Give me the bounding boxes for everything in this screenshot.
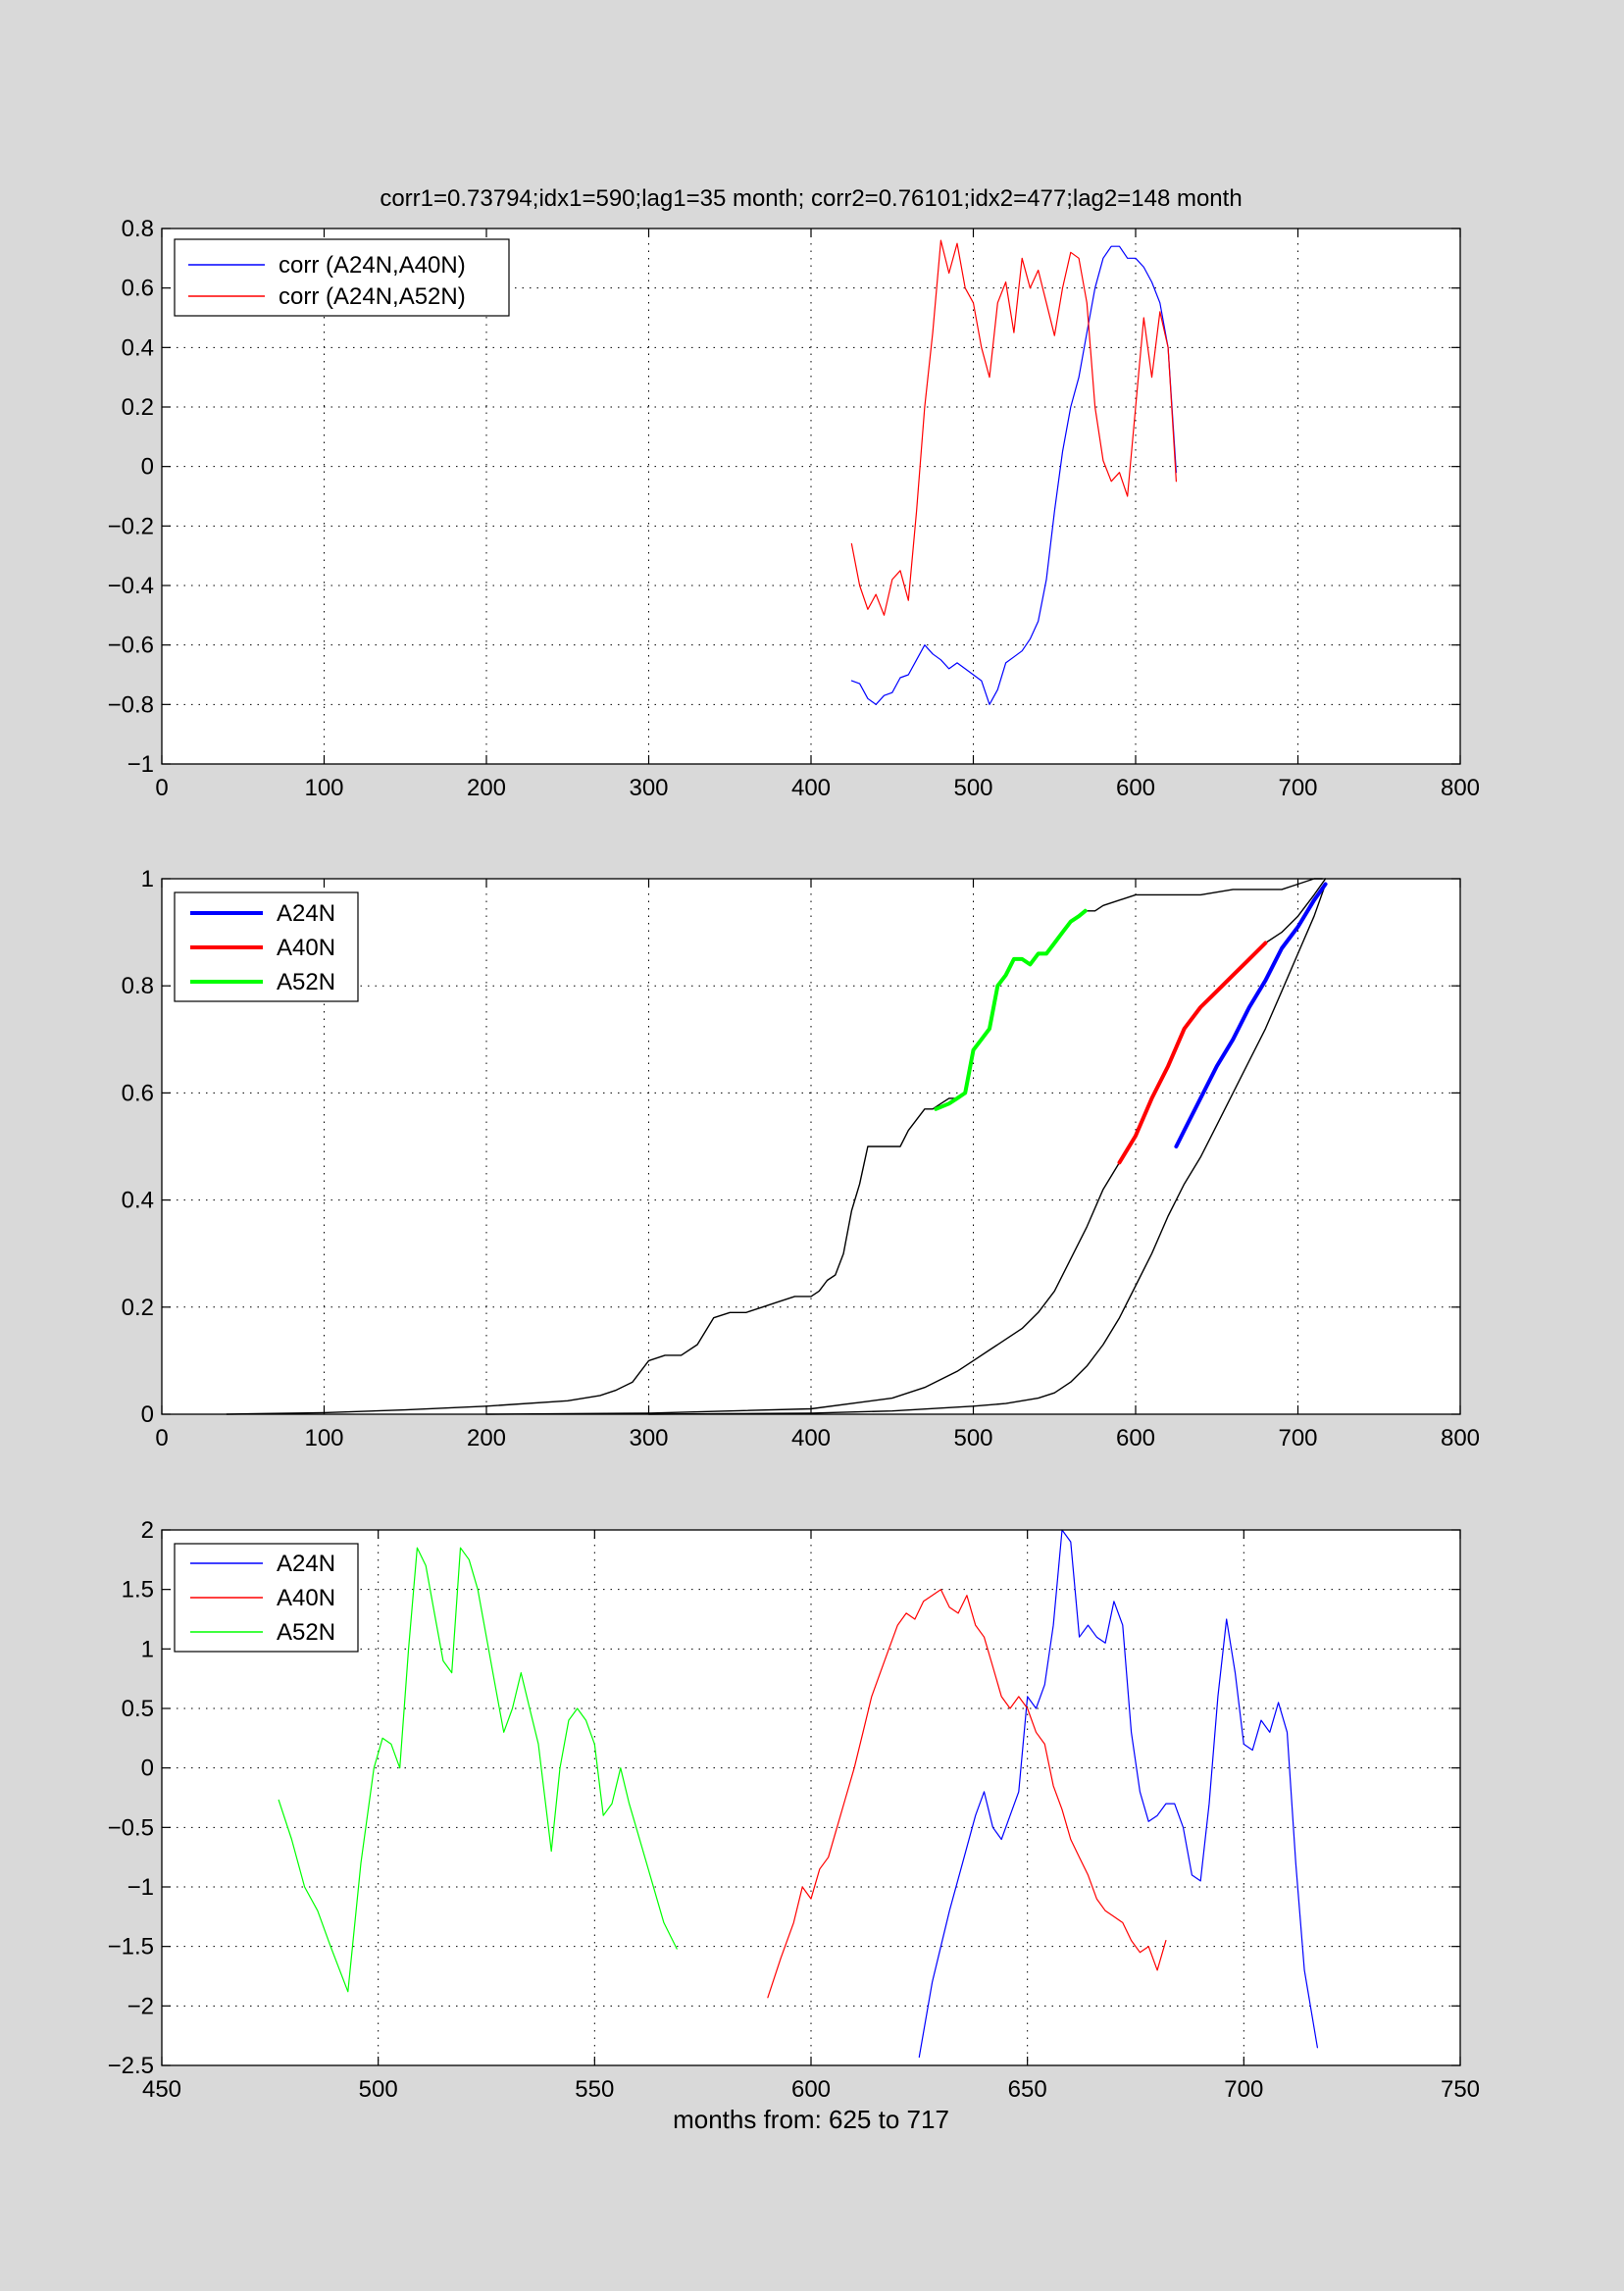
anomaly-y-tick-label: −2 xyxy=(127,1993,154,2019)
correlation-y-tick-label: 0.4 xyxy=(122,334,154,361)
cumulative-ticks: 0 100 200 300 400 500 600 700 800 0 0.2 0.4 0.6 0.8 1 xyxy=(122,866,1480,1451)
cumulative-line-series-4 xyxy=(647,883,1327,1415)
correlation-chart-title: corr1=0.73794;idx1=590;lag1=35 month; co… xyxy=(380,185,1242,212)
correlation-x-tick-label: 400 xyxy=(791,775,831,801)
legend-label-a40n-anomaly: A40N xyxy=(277,1585,335,1611)
cumulative-x-tick-label: 200 xyxy=(467,1425,506,1451)
anomaly-x-tick-label: 750 xyxy=(1441,2076,1480,2103)
legend-label-corr-a24n-a52n: corr (A24N,A52N) xyxy=(279,283,466,310)
correlation-y-tick-label: 0.6 xyxy=(122,276,154,302)
cumulative-x-tick-label: 700 xyxy=(1278,1425,1317,1451)
cumulative-y-tick-label: 0.2 xyxy=(122,1295,154,1321)
anomaly-y-tick-label: 0.5 xyxy=(122,1696,154,1722)
correlation-y-tick-label: 0 xyxy=(141,454,154,481)
correlation-x-tick-label: 100 xyxy=(304,775,343,801)
correlation-x-tick-label: 200 xyxy=(467,775,506,801)
anomaly-y-tick-label: −1.5 xyxy=(108,1934,154,1960)
correlation-x-tick-label: 800 xyxy=(1441,775,1480,801)
correlation-y-tick-label: 0.8 xyxy=(122,216,154,242)
correlation-y-tick-label: −0.4 xyxy=(108,573,154,599)
anomaly-y-tick-label: 2 xyxy=(141,1517,154,1544)
anomaly-y-tick-label: −1 xyxy=(127,1874,154,1901)
cumulative-x-tick-label: 600 xyxy=(1116,1425,1155,1451)
anomaly-y-tick-label: 0 xyxy=(141,1756,154,1782)
correlation-x-tick-label: 700 xyxy=(1278,775,1317,801)
cumulative-y-tick-label: 0.4 xyxy=(122,1188,154,1214)
cumulative-x-tick-label: 0 xyxy=(155,1425,168,1451)
anomaly-x-tick-label: 650 xyxy=(1008,2076,1047,2103)
cumulative-x-tick-label: 400 xyxy=(791,1425,831,1451)
correlation-x-tick-label: 300 xyxy=(629,775,668,801)
cumulative-x-tick-label: 100 xyxy=(304,1425,343,1451)
cumulative-x-tick-label: 800 xyxy=(1441,1425,1480,1451)
anomaly-y-tick-label: −2.5 xyxy=(108,2053,154,2079)
legend-label-a24n-anomaly: A24N xyxy=(277,1551,335,1577)
correlation-ticks: 0 100 200 300 400 500 600 700 800 −1 −0.8 −0.6 −0.4 −… xyxy=(108,216,1480,801)
anomaly-x-tick-label: 600 xyxy=(791,2076,831,2103)
correlation-chart: 0 100 200 300 400 500 600 700 800 −1 −0.8 −0.6 −0.4 −… xyxy=(108,185,1480,801)
anomaly-legend: A24N A40N A52N xyxy=(174,1543,359,1653)
cumulative-line-series-1 xyxy=(934,908,1088,1111)
correlation-line-corr-a24n-a52n xyxy=(850,239,1178,616)
anomaly-x-tick-label: 700 xyxy=(1224,2076,1263,2103)
cumulative-y-tick-label: 1 xyxy=(141,866,154,892)
cumulative-line-series-5 xyxy=(1174,882,1328,1148)
cumulative-y-tick-label: 0.8 xyxy=(122,973,154,999)
anomaly-y-tick-label: 1 xyxy=(141,1636,154,1662)
anomaly-series xyxy=(278,1529,1319,2059)
anomaly-grid xyxy=(162,1530,1460,2065)
correlation-line-corr-a24n-a40n xyxy=(850,245,1178,705)
correlation-series xyxy=(850,239,1178,705)
anomaly-y-tick-label: 1.5 xyxy=(122,1577,154,1604)
anomaly-chart: 450 500 550 600 650 700 750 −2.5 −2 −1.5 −1 −0.5 0 0.… xyxy=(108,1517,1480,2134)
cumulative-y-tick-label: 0.6 xyxy=(122,1080,154,1106)
anomaly-line-a40n xyxy=(767,1589,1167,1999)
correlation-y-tick-label: 0.2 xyxy=(122,394,154,421)
correlation-grid xyxy=(162,229,1460,764)
cumulative-line-series-0 xyxy=(226,878,1324,1415)
anomaly-x-axis-label: months from: 625 to 717 xyxy=(673,2105,949,2134)
anomaly-ticks: 450 500 550 600 650 700 750 −2.5 −2 −1.5 −1 −0.5 0 0.… xyxy=(108,1517,1480,2103)
correlation-x-tick-label: 500 xyxy=(953,775,992,801)
anomaly-x-tick-label: 500 xyxy=(359,2076,398,2103)
legend-label-a40n: A40N xyxy=(277,935,335,961)
correlation-y-tick-label: −0.8 xyxy=(108,691,154,718)
cumulative-y-tick-label: 0 xyxy=(141,1401,154,1428)
correlation-x-tick-label: 0 xyxy=(155,775,168,801)
anomaly-y-tick-label: −0.5 xyxy=(108,1814,154,1841)
cumulative-line-series-3 xyxy=(1117,941,1268,1165)
anomaly-line-a24n xyxy=(918,1529,1319,2059)
correlation-y-tick-label: −1 xyxy=(127,751,154,778)
anomaly-x-tick-label: 450 xyxy=(142,2076,181,2103)
anomaly-line-a52n xyxy=(278,1547,678,1993)
legend-label-corr-a24n-a40n: corr (A24N,A40N) xyxy=(279,252,466,279)
cumulative-legend: A24N A40N A52N xyxy=(174,891,359,1002)
correlation-y-tick-label: −0.2 xyxy=(108,513,154,539)
correlation-legend: corr (A24N,A40N) corr (A24N,A52N) xyxy=(174,238,510,317)
cumulative-chart: 0 100 200 300 400 500 600 700 80000.20.40.60.81 … xyxy=(122,866,1480,1451)
correlation-y-tick-label: −0.6 xyxy=(108,633,154,659)
cumulative-x-tick-label: 500 xyxy=(953,1425,992,1451)
anomaly-x-tick-label: 550 xyxy=(575,2076,614,2103)
correlation-x-tick-label: 600 xyxy=(1116,775,1155,801)
legend-label-a24n: A24N xyxy=(277,900,335,927)
correlation-legend-box xyxy=(174,238,510,317)
legend-label-a52n: A52N xyxy=(277,969,335,995)
cumulative-series xyxy=(226,878,1328,1415)
cumulative-x-tick-label: 300 xyxy=(629,1425,668,1451)
legend-label-a52n-anomaly: A52N xyxy=(277,1619,335,1646)
